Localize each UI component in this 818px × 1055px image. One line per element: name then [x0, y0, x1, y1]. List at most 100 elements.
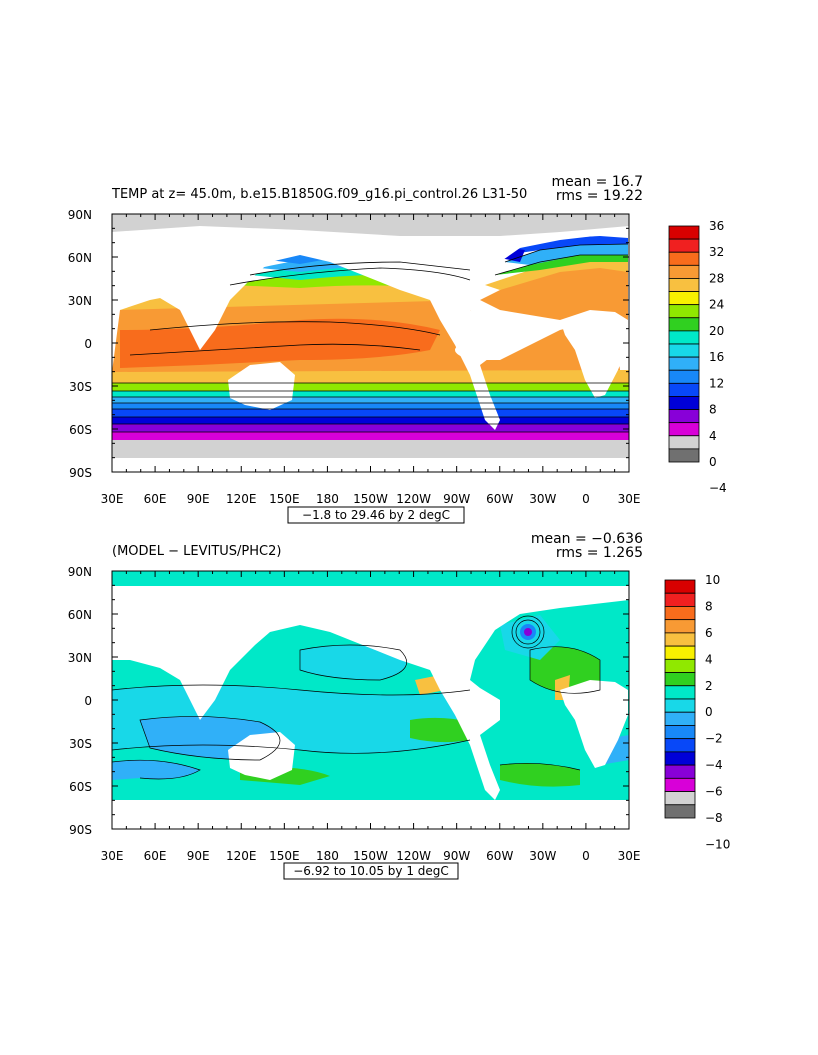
diff-title: (MODEL − LEVITUS/PHC2)	[112, 544, 281, 559]
x-tick-label: 30W	[529, 492, 556, 506]
colorbar-swatch	[668, 264, 700, 279]
colorbar-swatch	[664, 672, 696, 687]
colorbar-swatch	[668, 330, 700, 345]
temp-colorbar-labels: 36 32 28 24 20 16 12 8 4 0 −4	[709, 219, 727, 495]
diff-map-field	[112, 571, 629, 829]
colorbar-swatch	[664, 791, 696, 806]
colorbar-label: −4	[705, 758, 723, 772]
x-tick-label: 180	[316, 492, 339, 506]
colorbar-label: 2	[705, 679, 713, 693]
x-tick-label: 150W	[353, 492, 388, 506]
colorbar-label: 12	[709, 376, 724, 390]
colorbar-swatch	[668, 422, 700, 437]
colorbar-swatch	[668, 278, 700, 292]
y-label-30s: 30S	[69, 737, 92, 751]
colorbar-label: 6	[705, 626, 713, 640]
colorbar-label: 28	[709, 271, 724, 285]
y-label-30n: 30N	[68, 294, 92, 308]
x-tick-label: 150E	[269, 849, 300, 863]
colorbar-swatch	[664, 632, 696, 647]
colorbar-swatch	[668, 317, 700, 332]
diff-colorbar	[664, 579, 696, 819]
diff-colorbar-labels: 10 8 6 4 2 0 −2 −4 −6 −8 −10	[705, 573, 730, 851]
colorbar-label: 8	[709, 403, 717, 417]
x-tick-label: 60E	[144, 849, 167, 863]
colorbar-label: −4	[709, 481, 727, 495]
colorbar-label: 0	[709, 455, 717, 469]
colorbar-swatch	[668, 304, 700, 319]
diff-map-ticks	[111, 570, 630, 830]
x-tick-label: 30E	[101, 849, 124, 863]
x-tick-label: 60W	[486, 492, 513, 506]
colorbar-swatch	[668, 238, 700, 253]
y-label-30n: 30N	[68, 651, 92, 665]
colorbar-swatch	[664, 619, 696, 634]
colorbar-swatch	[664, 658, 696, 673]
colorbar-label: 16	[709, 350, 724, 364]
colorbar-swatch	[668, 369, 700, 384]
colorbar-label: 10	[705, 573, 720, 587]
colorbar-swatch	[664, 804, 696, 819]
y-label-90s: 90S	[69, 466, 92, 480]
colorbar-swatch	[668, 396, 700, 410]
colorbar-swatch	[664, 764, 696, 779]
x-tick-label: 120W	[396, 492, 431, 506]
x-tick-label: 30E	[101, 492, 124, 506]
colorbar-swatch	[664, 751, 696, 766]
colorbar-swatch	[664, 711, 696, 726]
colorbar-label: 24	[709, 298, 724, 312]
temp-range-label: −1.8 to 29.46 by 2 degC	[302, 508, 450, 522]
x-tick-label: 120W	[396, 849, 431, 863]
y-label-eq: 0	[84, 694, 92, 708]
x-tick-label: 60E	[144, 492, 167, 506]
diff-range-box	[283, 862, 459, 880]
x-tick-label: 150W	[353, 849, 388, 863]
temp-range-box	[287, 506, 465, 524]
colorbar-swatch	[664, 725, 696, 740]
colorbar-label: 4	[709, 429, 717, 443]
temp-map-panel: TEMP at z= 45.0m, b.e15.B1850G.f09_g16.p…	[68, 174, 727, 524]
x-tick-label: 180	[316, 849, 339, 863]
diff-range-label: −6.92 to 10.05 by 1 degC	[293, 864, 449, 878]
colorbar-swatch	[664, 685, 696, 700]
x-tick-label: 90E	[187, 492, 210, 506]
colorbar-swatch	[668, 448, 700, 463]
colorbar-swatch	[668, 343, 700, 358]
colorbar-label: −6	[705, 785, 723, 799]
colorbar-swatch	[664, 645, 696, 660]
colorbar-swatch	[664, 777, 696, 792]
y-label-30s: 30S	[69, 380, 92, 394]
y-label-eq: 0	[84, 337, 92, 351]
x-tick-label: 90E	[187, 849, 210, 863]
y-label-90n: 90N	[68, 208, 92, 222]
x-tick-label: 120E	[226, 849, 257, 863]
colorbar-swatch	[668, 409, 700, 424]
diff-y-axis-labels: 90N 60N 30N 0 30S 60S 90S	[68, 565, 92, 837]
y-label-60s: 60S	[69, 780, 92, 794]
colorbar-swatch	[664, 738, 696, 753]
colorbar-label: 20	[709, 324, 724, 338]
x-tick-label: 0	[582, 849, 590, 863]
x-tick-label: 0	[582, 492, 590, 506]
temp-colorbar	[668, 225, 700, 463]
colorbar-label: 0	[705, 705, 713, 719]
diff-rms: rms = 1.265	[556, 545, 643, 561]
colorbar-swatch	[668, 291, 700, 306]
colorbar-label: 36	[709, 219, 724, 233]
colorbar-label: 4	[705, 652, 713, 666]
colorbar-label: 8	[705, 599, 713, 613]
colorbar-label: −8	[705, 811, 723, 825]
colorbar-swatch	[664, 592, 696, 607]
colorbar-label: 32	[709, 245, 724, 259]
colorbar-swatch	[668, 356, 700, 371]
y-label-60n: 60N	[68, 251, 92, 265]
y-label-60s: 60S	[69, 423, 92, 437]
temp-x-axis-labels: 30E 60E 90E 120E 150E 180 150W 120W 90W 60W 30W 0 30…	[101, 492, 641, 506]
y-label-60n: 60N	[68, 608, 92, 622]
colorbar-swatch	[668, 251, 700, 266]
y-label-90n: 90N	[68, 565, 92, 579]
colorbar-swatch	[664, 579, 696, 594]
diff-map-panel: (MODEL − LEVITUS/PHC2) mean = −0.636 rms…	[68, 531, 730, 880]
colorbar-swatch	[664, 698, 696, 713]
